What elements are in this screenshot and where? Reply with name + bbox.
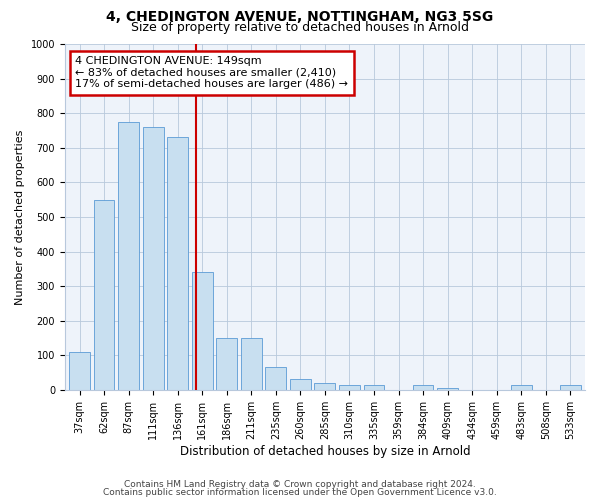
Bar [413,384,433,390]
Bar [560,384,581,390]
Bar [511,384,532,390]
Text: Contains HM Land Registry data © Crown copyright and database right 2024.: Contains HM Land Registry data © Crown c… [124,480,476,489]
Text: Size of property relative to detached houses in Arnold: Size of property relative to detached ho… [131,21,469,34]
Text: Contains public sector information licensed under the Open Government Licence v3: Contains public sector information licen… [103,488,497,497]
Bar [143,127,164,390]
Bar [94,200,115,390]
Bar [192,272,212,390]
Bar [217,338,237,390]
Bar [241,338,262,390]
Text: 4 CHEDINGTON AVENUE: 149sqm
← 83% of detached houses are smaller (2,410)
17% of : 4 CHEDINGTON AVENUE: 149sqm ← 83% of det… [75,56,348,90]
Bar [290,380,311,390]
Bar [437,388,458,390]
Text: 4, CHEDINGTON AVENUE, NOTTINGHAM, NG3 5SG: 4, CHEDINGTON AVENUE, NOTTINGHAM, NG3 5S… [106,10,494,24]
X-axis label: Distribution of detached houses by size in Arnold: Distribution of detached houses by size … [179,444,470,458]
Bar [167,138,188,390]
Bar [69,352,90,390]
Bar [339,384,360,390]
Bar [364,384,385,390]
Bar [314,383,335,390]
Bar [118,122,139,390]
Bar [265,368,286,390]
Y-axis label: Number of detached properties: Number of detached properties [15,129,25,304]
